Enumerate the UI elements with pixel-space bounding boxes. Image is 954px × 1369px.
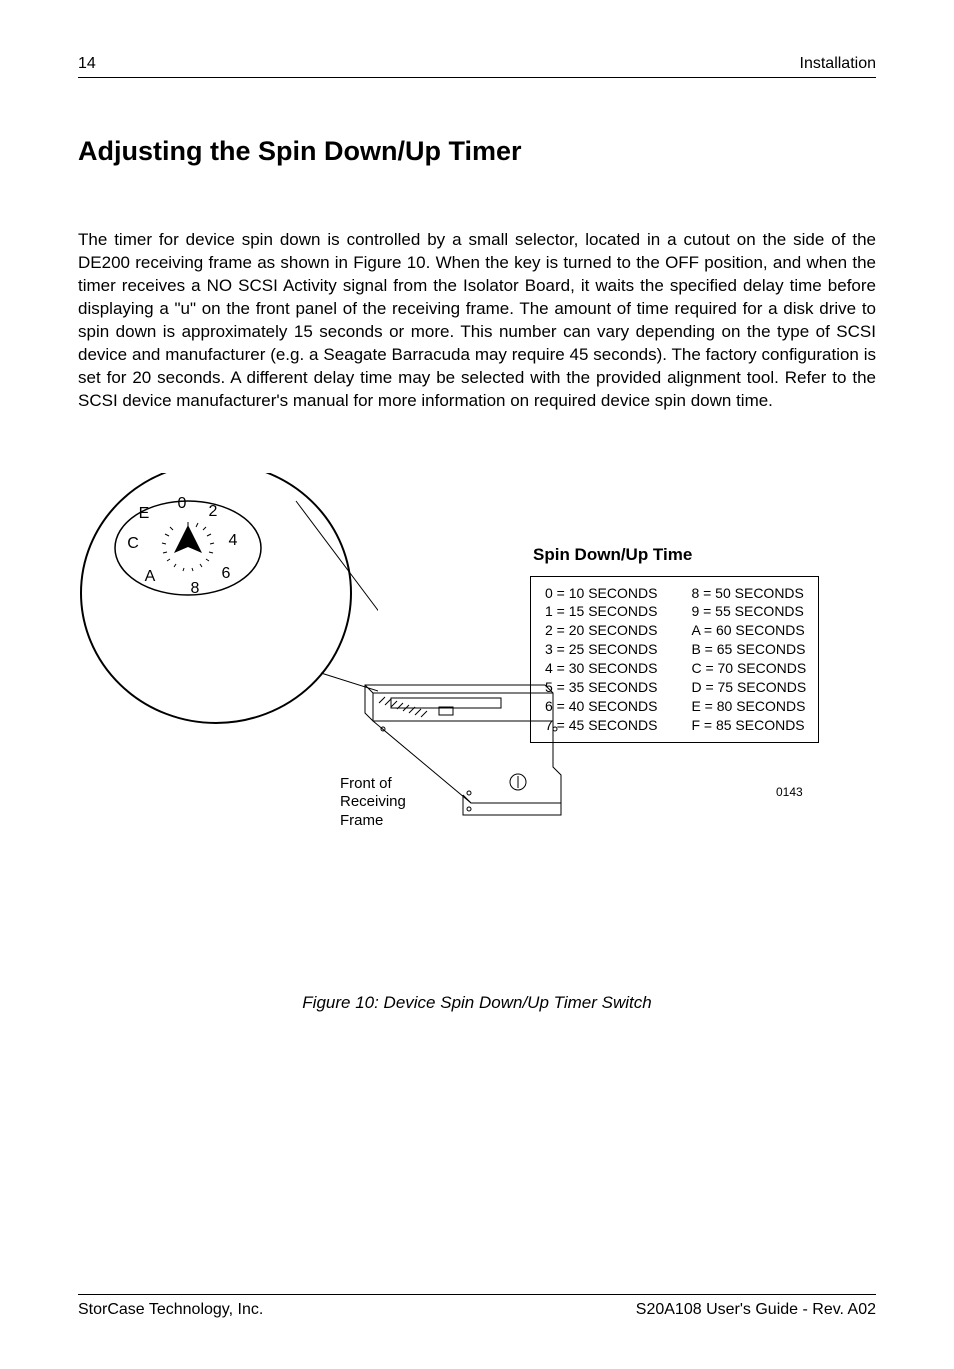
spin-row: 3 = 25 SECONDS [545, 640, 657, 659]
header-section: Installation [800, 55, 877, 73]
dial-label: A [145, 568, 156, 585]
spin-row: 4 = 30 SECONDS [545, 659, 657, 678]
spin-row: F = 85 SECONDS [691, 716, 806, 735]
spin-row: A = 60 SECONDS [691, 621, 806, 640]
spin-row: 1 = 15 SECONDS [545, 602, 657, 621]
dial-label: 0 [178, 495, 187, 512]
page-footer: StorCase Technology, Inc. S20A108 User's… [78, 1294, 876, 1319]
spin-row: C = 70 SECONDS [691, 659, 806, 678]
spin-row: 9 = 55 SECONDS [691, 602, 806, 621]
spin-table-col1: 0 = 10 SECONDS1 = 15 SECONDS2 = 20 SECON… [545, 584, 657, 735]
body-paragraph: The timer for device spin down is contro… [78, 229, 876, 413]
figure-code: 0143 [776, 785, 803, 799]
footer-left: StorCase Technology, Inc. [78, 1301, 263, 1319]
spin-row: B = 65 SECONDS [691, 640, 806, 659]
spin-row: 2 = 20 SECONDS [545, 621, 657, 640]
footer-right: S20A108 User's Guide - Rev. A02 [636, 1301, 876, 1319]
spin-row: 5 = 35 SECONDS [545, 678, 657, 697]
section-title: Adjusting the Spin Down/Up Timer [78, 136, 876, 167]
spin-row: 0 = 10 SECONDS [545, 584, 657, 603]
spin-row: E = 80 SECONDS [691, 697, 806, 716]
dial-label: 8 [191, 580, 200, 597]
dial-label: C [127, 535, 139, 552]
frame-label: Front of Receiving Frame [340, 775, 406, 831]
spin-row: 8 = 50 SECONDS [691, 584, 806, 603]
dial-label: E [139, 505, 150, 522]
spin-table-title: Spin Down/Up Time [533, 545, 692, 565]
spin-row: D = 75 SECONDS [691, 678, 806, 697]
spin-row: 7 = 45 SECONDS [545, 716, 657, 735]
spin-time-table: 0 = 10 SECONDS1 = 15 SECONDS2 = 20 SECON… [530, 576, 819, 743]
page-number: 14 [78, 55, 96, 73]
figure-caption: Figure 10: Device Spin Down/Up Timer Swi… [78, 993, 876, 1013]
dial-label: 6 [222, 565, 231, 582]
spin-table-col2: 8 = 50 SECONDS9 = 55 SECONDSA = 60 SECON… [691, 584, 806, 735]
spin-row: 6 = 40 SECONDS [545, 697, 657, 716]
page-header: 14 Installation [78, 55, 876, 78]
dial-label: 4 [229, 532, 238, 549]
dial-label: 2 [209, 503, 218, 520]
figure-area: 0 24 6 8 ACE [78, 473, 876, 903]
page: 14 Installation Adjusting the Spin Down/… [0, 0, 954, 1369]
